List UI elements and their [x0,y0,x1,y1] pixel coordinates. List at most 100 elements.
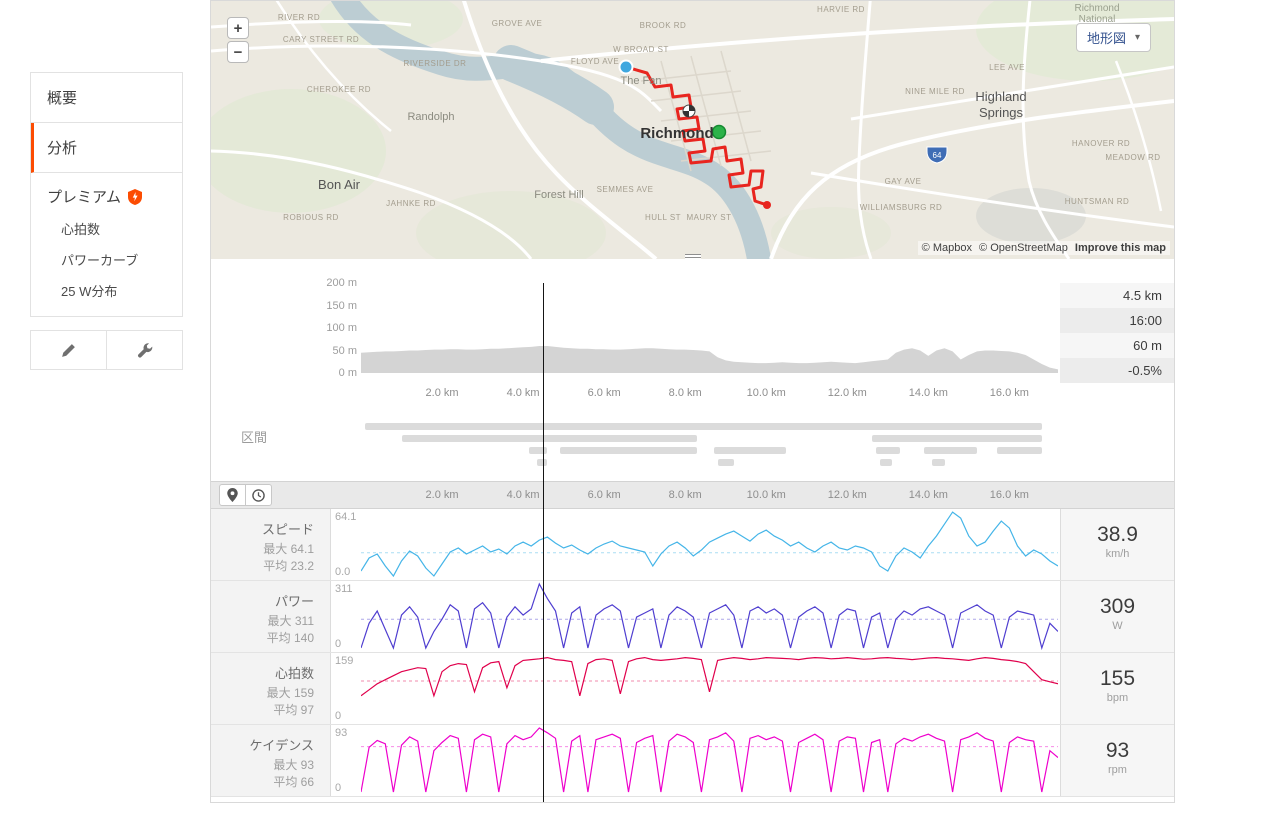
mapbox-link[interactable]: © Mapbox [921,242,972,254]
time-mode-button[interactable] [245,484,272,506]
elevation-section: 200 m 150 m 100 m 50 m 0 m 2.0 km 4.0 km 6.0 k… [211,259,1174,481]
axis-tick-label: 14.0 km [908,387,948,399]
axis-tick-label: 6.0 km [587,489,621,501]
chart-title: ケイデンス [249,738,314,753]
chart-max: 最大 93 [273,758,314,772]
value: 93 [1105,739,1130,762]
y-min-label: 0 [335,710,342,722]
y-max-label: 311 [335,583,353,595]
heartrate-chart[interactable]: 159 0 [331,653,1060,724]
axis-tick-label: 8.0 km [668,387,702,399]
edit-button[interactable] [31,331,107,369]
y-max-label: 64.1 [335,511,357,523]
sidebar-nav: 概要 分析 プレミアム 心拍数 パワーカーブ 25 W分布 [30,72,183,317]
elevation-y-tick: 100 m [326,322,357,334]
chart-title: 心拍数 [274,666,314,681]
map-layer-button[interactable]: 地形図 ▾ [1075,23,1151,52]
map[interactable]: 64 Richmond Bon Air Highland Springs Forest… [211,1,1174,262]
segment-bar[interactable] [879,459,892,466]
sidebar-item-powercurve[interactable]: パワーカーブ [61,253,139,268]
segments-label: 区間 [241,430,268,445]
zoom-in-button[interactable]: + [227,17,249,39]
y-min-label: 0 [335,638,342,650]
axis-tick-label: 14.0 km [908,489,948,501]
route-polyline [624,65,769,207]
chevron-down-icon: ▾ [1134,32,1140,43]
sidebar-item-overview[interactable]: 概要 [31,73,182,123]
segment-bar[interactable] [871,435,1042,442]
unit: rpm [1108,764,1127,776]
charts-x-axis: 2.0 km 4.0 km 6.0 km 8.0 km 10.0 km 12.0 km 14… [211,482,1174,508]
chart-title: パワー [274,594,314,609]
y-min-label: 0.0 [335,566,351,578]
map-attribution: © Mapbox © OpenStreetMap Improve this ma… [917,241,1170,255]
main-panel: 64 Richmond Bon Air Highland Springs Forest… [210,0,1175,803]
axis-tick-label: 10.0 km [746,489,786,501]
power-chart[interactable]: 311 0 [331,581,1060,652]
segment-bar[interactable] [713,447,787,454]
elevation-stats-panel: 4.5 km 16:00 60 m -0.5% [1060,283,1174,383]
sidebar-item-premium[interactable]: プレミアム [31,173,182,213]
axis-tick-label: 16.0 km [989,387,1029,399]
chart-avg: 平均 66 [273,775,314,790]
route-end-marker [763,201,771,209]
settings-button[interactable] [107,331,182,369]
zoom-out-button[interactable]: − [227,41,249,63]
premium-shield-icon [127,188,142,205]
axis-tick-label: 2.0 km [425,387,459,399]
clock-icon [252,488,265,502]
wrench-icon [137,342,153,358]
improve-map-link[interactable]: Improve this map [1074,242,1166,254]
interstate-64-shield: 64 [926,146,948,164]
checkered-flag-marker [682,104,696,118]
chart-label-speed[interactable]: スピード 最大 64.1 平均 23.2 [211,509,331,580]
chart-mode-buttons [219,484,272,506]
chart-row-speed: スピード 最大 64.1 平均 23.2 64.1 0.0 38.9 km/h [211,509,1174,581]
sidebar-item-analysis[interactable]: 分析 [31,123,182,173]
elevation-y-tick: 50 m [332,344,357,357]
elevation-chart[interactable] [361,283,1058,373]
speed-chart[interactable]: 64.1 0.0 [331,509,1060,580]
segment-bar[interactable] [717,459,734,466]
map-resize-handle[interactable] [684,254,701,262]
sidebar-item-watt-distribution[interactable]: 25 W分布 [61,284,118,299]
chart-label-heartrate[interactable]: 心拍数 最大 159 平均 97 [211,653,331,724]
segment-bar[interactable] [997,447,1042,454]
segment-bar[interactable] [401,435,698,442]
stat-distance: 4.5 km [1060,283,1174,308]
value: 309 [1099,595,1136,618]
chart-max: 最大 159 [266,686,314,700]
y-max-label: 93 [335,727,348,739]
chart-row-power: パワー 最大 311 平均 140 311 0 309 W [211,581,1174,653]
segment-bar[interactable] [365,423,1042,430]
elevation-y-tick: 150 m [326,299,357,312]
elevation-y-tick: 0 m [338,367,357,379]
unit: bpm [1106,692,1129,704]
segment-bar[interactable] [875,447,900,454]
segment-bar[interactable] [559,447,698,454]
map-artwork: 64 [211,1,1174,259]
layer-button-label: 地形図 [1086,31,1126,46]
axis-tick-label: 2.0 km [425,489,459,501]
chart-label-power[interactable]: パワー 最大 311 平均 140 [211,581,331,652]
power-current-value: 309 W [1060,581,1174,652]
selected-point-marker [711,124,727,140]
chart-label-cadence[interactable]: ケイデンス 最大 93 平均 66 [211,725,331,796]
axis-tick-label: 6.0 km [587,387,621,399]
segment-bar[interactable] [924,447,977,454]
value: 155 [1099,667,1136,690]
charts-toolbar: 2.0 km 4.0 km 6.0 km 8.0 km 10.0 km 12.0 km 14… [211,481,1174,509]
axis-tick-label: 4.0 km [506,489,540,501]
segment-bar[interactable] [537,459,548,466]
segment-bar[interactable] [932,459,945,466]
segment-bar[interactable] [529,447,548,454]
sidebar-item-heartrate[interactable]: 心拍数 [61,222,101,237]
osm-link[interactable]: © OpenStreetMap [979,242,1068,254]
svg-text:64: 64 [933,151,942,160]
elevation-y-tick: 200 m [326,277,357,289]
cadence-chart[interactable]: 93 0 [331,725,1060,796]
premium-label: プレミアム [47,189,121,206]
heartrate-current-value: 155 bpm [1060,653,1174,724]
marker-mode-button[interactable] [219,484,246,506]
chart-avg: 平均 23.2 [263,559,314,574]
